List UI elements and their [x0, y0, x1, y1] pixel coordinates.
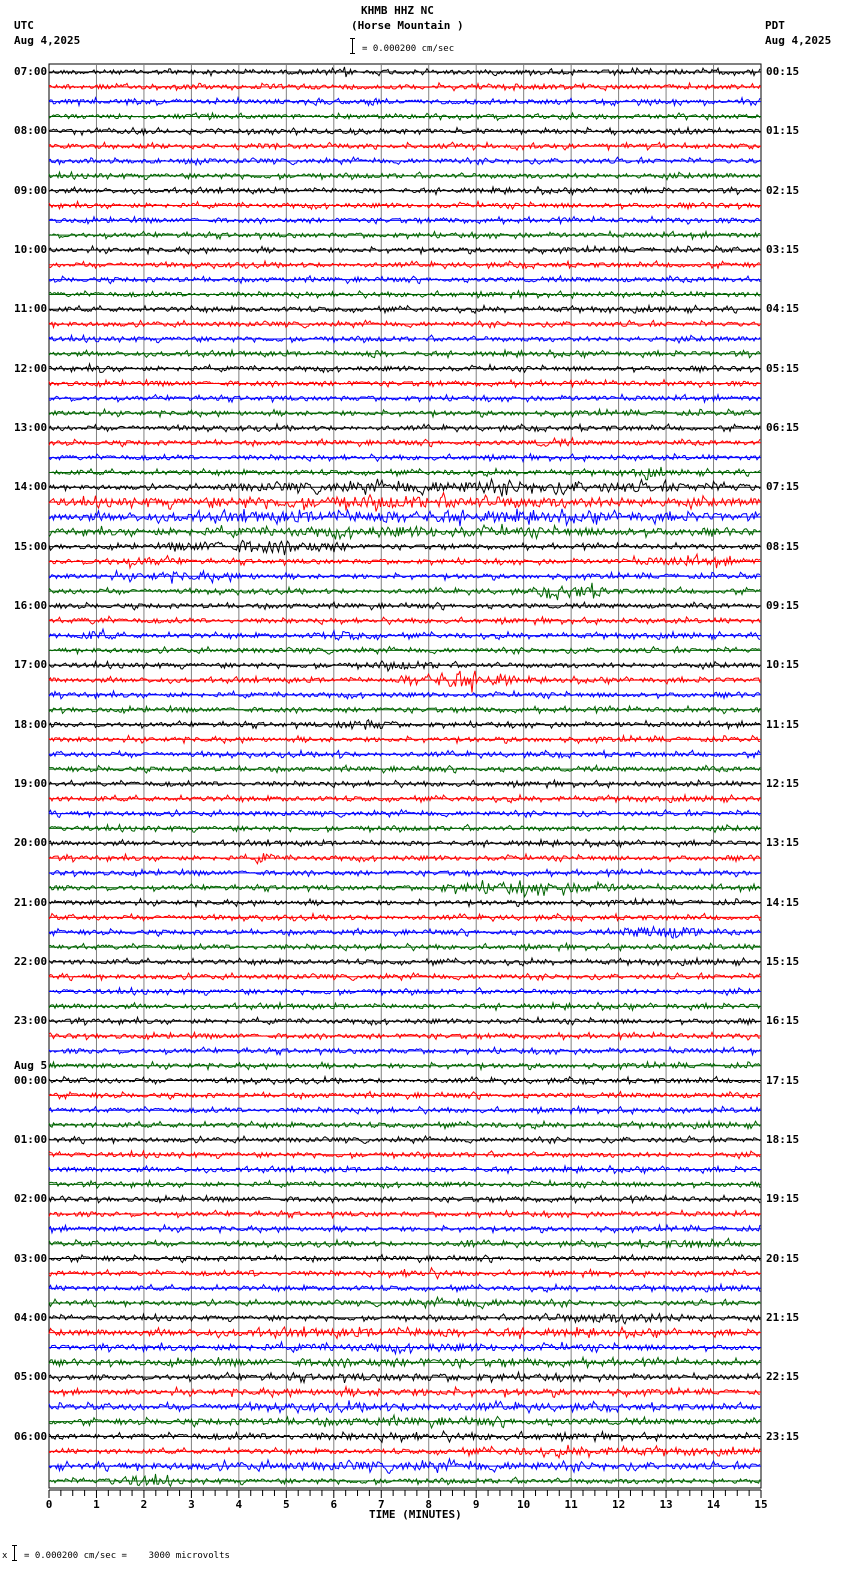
pdt-hour-label: 02:15 [766, 183, 800, 197]
utc-hour-label: 23:00 [14, 1014, 48, 1028]
utc-hour-label: 21:00 [14, 895, 48, 909]
x-tick-label: 12 [611, 1498, 626, 1511]
utc-hour-label: 15:00 [14, 539, 48, 553]
utc-hour-label: 16:00 [14, 598, 48, 612]
pdt-hour-label: 13:15 [766, 836, 800, 850]
x-tick-label: 14 [706, 1498, 721, 1511]
x-tick-label: 1 [93, 1498, 100, 1511]
x-tick-label: 4 [235, 1498, 243, 1511]
utc-hour-label: 18:00 [14, 717, 48, 731]
x-tick-label: 7 [377, 1498, 385, 1511]
pdt-hour-label: 09:15 [766, 598, 800, 612]
utc-hour-label: 01:00 [14, 1132, 48, 1146]
footer-scale-bar-icon [12, 1545, 17, 1561]
footer-scale-note: = 0.000200 cm/sec = 3000 microvolts [24, 1551, 230, 1561]
pdt-hour-label: 11:15 [766, 717, 800, 731]
utc-hour-label: 19:00 [14, 776, 48, 790]
pdt-hour-label: 15:15 [766, 954, 800, 968]
x-tick-label: 2 [140, 1498, 148, 1511]
left-timezone: UTC [14, 19, 34, 32]
utc-hour-label: 10:00 [14, 242, 48, 256]
utc-hour-label: 20:00 [14, 836, 48, 850]
utc-hour-label: 09:00 [14, 183, 48, 197]
utc-date-change-label: Aug 5 [14, 1058, 48, 1072]
utc-hour-label: 02:00 [14, 1192, 48, 1206]
utc-hour-label: 11:00 [14, 302, 48, 316]
pdt-hour-label: 05:15 [766, 361, 800, 375]
pdt-hour-label: 01:15 [766, 124, 800, 138]
x-axis-title: TIME (MINUTES) [369, 1508, 462, 1521]
pdt-hour-label: 08:15 [766, 539, 800, 553]
pdt-hour-label: 14:15 [766, 895, 800, 909]
station-location: (Horse Mountain ) [351, 19, 464, 32]
utc-hour-label: 22:00 [14, 954, 48, 968]
utc-hour-label: 13:00 [14, 420, 48, 434]
pdt-hour-label: 00:15 [766, 65, 800, 78]
pdt-hour-label: 12:15 [766, 776, 800, 790]
utc-hour-label: 03:00 [14, 1251, 48, 1265]
utc-hour-label: 04:00 [14, 1310, 48, 1324]
pdt-hour-label: 17:15 [766, 1073, 800, 1087]
utc-hour-label: 12:00 [14, 361, 48, 375]
right-date: Aug 4,2025 [765, 34, 832, 47]
x-tick-label: 11 [564, 1498, 578, 1511]
pdt-hour-label: 07:15 [766, 480, 800, 494]
x-tick-label: 10 [517, 1498, 531, 1511]
x-tick-label: 9 [472, 1498, 480, 1511]
pdt-hour-label: 10:15 [766, 658, 800, 672]
utc-hour-label: 08:00 [14, 124, 48, 138]
pdt-hour-label: 21:15 [766, 1310, 800, 1324]
pdt-hour-label: 20:15 [766, 1251, 800, 1265]
x-tick-label: 6 [330, 1498, 338, 1511]
left-date: Aug 4,2025 [14, 34, 81, 47]
x-tick-label: 3 [188, 1498, 195, 1511]
utc-hour-label: 00:00 [14, 1073, 48, 1087]
utc-hour-label: 17:00 [14, 658, 48, 672]
pdt-hour-label: 19:15 [766, 1192, 800, 1206]
x-tick-label: 0 [45, 1498, 53, 1511]
footer-marker: x [2, 1551, 8, 1561]
pdt-hour-label: 06:15 [766, 420, 800, 434]
utc-hour-label: 06:00 [14, 1429, 48, 1443]
scale-text: = 0.000200 cm/sec [362, 44, 455, 54]
right-timezone: PDT [765, 19, 785, 32]
utc-hour-label: 05:00 [14, 1370, 48, 1384]
utc-hour-label: 07:00 [14, 65, 48, 78]
x-tick-label: 5 [283, 1498, 290, 1511]
utc-hour-label: 14:00 [14, 480, 48, 494]
pdt-hour-label: 18:15 [766, 1132, 800, 1146]
x-tick-label: 15 [754, 1498, 768, 1511]
pdt-hour-label: 16:15 [766, 1014, 800, 1028]
pdt-hour-label: 22:15 [766, 1370, 800, 1384]
x-tick-label: 13 [659, 1498, 673, 1511]
pdt-hour-label: 04:15 [766, 302, 800, 316]
pdt-hour-label: 23:15 [766, 1429, 800, 1443]
station-title: KHMB HHZ NC [361, 4, 434, 17]
x-tick-label: 8 [425, 1498, 433, 1511]
pdt-hour-label: 03:15 [766, 242, 800, 256]
scale-bar-icon [350, 38, 355, 54]
